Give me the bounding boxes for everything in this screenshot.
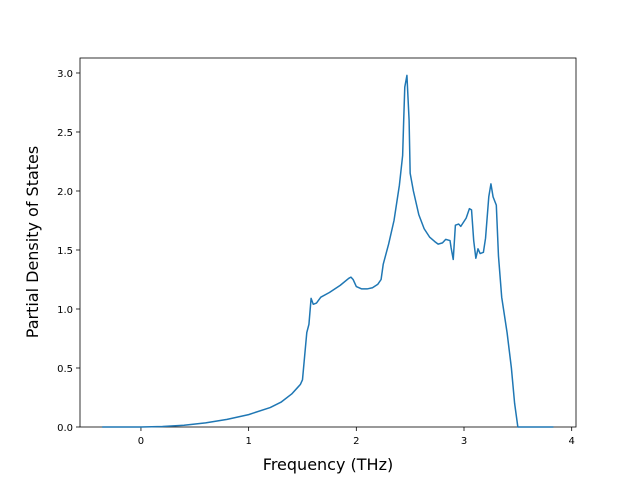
y-tick-label: 3.0	[57, 69, 73, 80]
y-tick-label: 2.5	[57, 128, 73, 139]
x-tick-label: 2	[353, 436, 359, 447]
line	[102, 74, 554, 428]
plot-frame	[79, 57, 577, 428]
x-tick-label: 4	[569, 436, 575, 447]
y-tick-label: 0.0	[57, 423, 73, 434]
y-tick-label: 0.5	[57, 364, 73, 375]
y-tick-label: 2.0	[57, 187, 73, 198]
x-tick-label: 0	[138, 436, 144, 447]
y-tick-label: 1.5	[57, 246, 73, 257]
y-tick-label: 1.0	[57, 305, 73, 316]
x-axis-label: Frequency (THz)	[263, 455, 393, 474]
x-tick-label: 1	[245, 436, 251, 447]
x-tick-label: 3	[461, 436, 467, 447]
y-axis-label: Partial Density of States	[23, 146, 42, 338]
